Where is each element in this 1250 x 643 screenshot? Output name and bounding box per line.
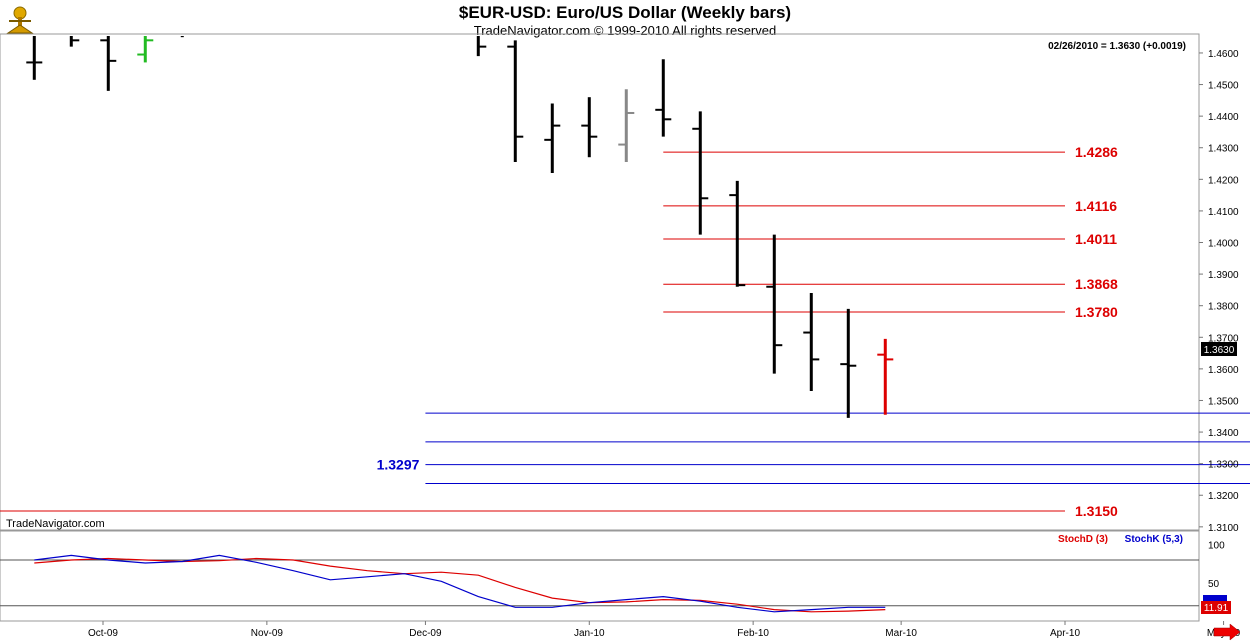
y-tick-label: 1.3500 xyxy=(1208,396,1239,407)
x-tick-label: Mar-10 xyxy=(885,628,917,639)
y-tick-label: 1.3700 xyxy=(1208,333,1239,344)
y-tick-label: 1.3600 xyxy=(1208,365,1239,376)
y-tick-label: 1.4400 xyxy=(1208,112,1239,123)
watermark-text: TradeNavigator.com xyxy=(6,518,105,530)
level-label: 1.3150 xyxy=(1075,503,1118,519)
x-tick-label: Oct-09 xyxy=(88,628,118,639)
y-tick-label: 1.4500 xyxy=(1208,81,1239,92)
last-price-label: 1.3630 xyxy=(1204,345,1235,356)
level-label: 1.3868 xyxy=(1075,276,1118,292)
x-tick-label: Apr-10 xyxy=(1050,628,1080,639)
y-tick-label: 1.4100 xyxy=(1208,207,1239,218)
x-tick-label: Feb-10 xyxy=(737,628,769,639)
chart-title: $EUR-USD: Euro/US Dollar (Weekly bars) xyxy=(458,3,792,22)
x-tick-label: Dec-09 xyxy=(409,628,442,639)
stoch-y-tick-label: 100 xyxy=(1208,541,1225,552)
stochk-badge xyxy=(1203,595,1227,601)
chart-header: $EUR-USD: Euro/US Dollar (Weekly bars) T… xyxy=(0,0,1250,40)
stoch-panel-frame xyxy=(0,530,1200,622)
stoch-series-line xyxy=(34,557,886,613)
stoch-y-tick-label: 50 xyxy=(1208,579,1220,590)
x-tick-label: Jan-10 xyxy=(574,628,605,639)
y-tick-label: 1.4600 xyxy=(1208,49,1239,60)
legend-stochd: StochD (3) xyxy=(1058,534,1108,545)
legend-stochk: StochK (5,3) xyxy=(1125,534,1183,545)
level-label: 1.4286 xyxy=(1075,144,1118,160)
price-readout: 02/26/2010 = 1.3630 (+0.0019) xyxy=(1048,41,1186,52)
y-tick-label: 1.3800 xyxy=(1208,302,1239,313)
y-tick-label: 1.3100 xyxy=(1208,523,1239,534)
stochd-badge xyxy=(1201,601,1231,614)
scroll-right-arrow-icon[interactable] xyxy=(1213,623,1241,641)
level-label: 1.3780 xyxy=(1075,304,1118,320)
level-label: 1.4011 xyxy=(1075,231,1117,247)
level-label: 1.3297 xyxy=(377,457,420,473)
y-tick-label: 1.4300 xyxy=(1208,144,1239,155)
last-price-badge xyxy=(1201,342,1237,356)
y-tick-label: 1.3400 xyxy=(1208,428,1239,439)
y-tick-label: 1.4200 xyxy=(1208,175,1239,186)
x-tick-label: Nov-09 xyxy=(251,628,284,639)
y-tick-label: 1.3200 xyxy=(1208,491,1239,502)
y-tick-label: 1.4000 xyxy=(1208,239,1239,250)
stoch-last-value: 11.91 xyxy=(1204,603,1229,614)
y-tick-label: 1.3300 xyxy=(1208,460,1239,471)
stoch-series-line xyxy=(34,554,886,613)
trade-navigator-logo-icon xyxy=(3,3,37,37)
y-tick-label: 1.3900 xyxy=(1208,270,1239,281)
price-panel-frame xyxy=(0,33,1200,531)
level-label: 1.4116 xyxy=(1075,198,1117,214)
